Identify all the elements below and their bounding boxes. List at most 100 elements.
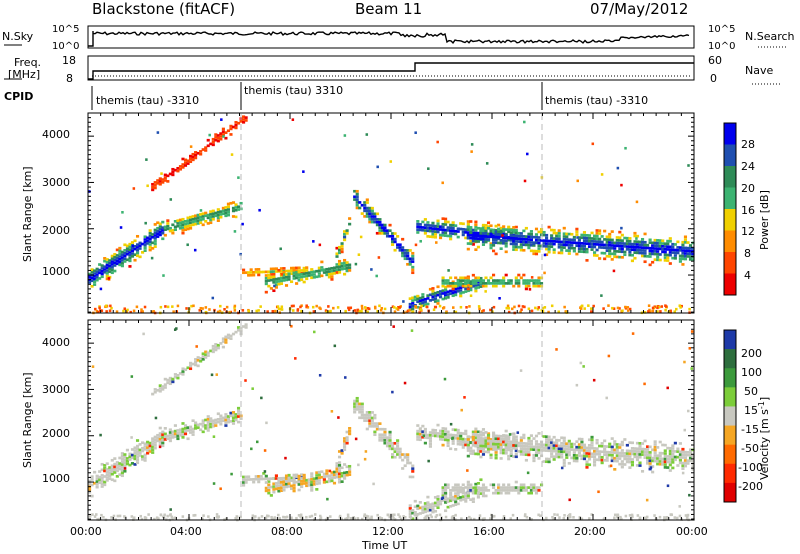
range-gate-cell (128, 251, 132, 254)
range-gate-cell (635, 458, 640, 462)
range-gate-cell (343, 448, 347, 451)
range-gate-cell (314, 513, 317, 516)
range-gate-cell (648, 246, 652, 250)
range-gate-cell (555, 231, 559, 235)
range-gate-cell (565, 442, 569, 446)
xtick-1200: 12:00 (372, 525, 404, 538)
range-gate-cell (479, 237, 483, 241)
range-gate-cell (588, 517, 591, 520)
range-gate-cell (668, 251, 672, 254)
range-gate-cell (274, 277, 278, 281)
range-gate-cell (388, 229, 392, 233)
range-gate-cell (486, 232, 491, 236)
range-gate-cell (468, 305, 471, 308)
range-gate-cell (340, 480, 344, 483)
range-gate-cell (534, 241, 539, 245)
range-gate-cell (105, 269, 109, 272)
range-gate-cell (337, 461, 342, 464)
range-gate-cell (459, 282, 463, 285)
range-gate-cell (396, 439, 400, 442)
range-gate-cell (282, 267, 286, 270)
range-gate-cell (98, 271, 102, 275)
range-gate-cell (504, 244, 508, 248)
range-gate-cell (224, 338, 228, 341)
range-gate-cell (189, 431, 193, 434)
range-gate-cell (450, 516, 454, 520)
range-gate-cell (666, 259, 670, 262)
range-gate-cell (590, 513, 593, 516)
range-gate-cell (285, 515, 289, 519)
range-gate-cell (492, 279, 496, 282)
range-gate-cell (517, 304, 521, 308)
range-gate-cell (423, 231, 427, 235)
range-gate-cell (375, 425, 379, 428)
range-gate-cell (555, 449, 559, 453)
range-gate-cell (532, 279, 536, 282)
range-gate-cell (196, 364, 200, 368)
range-gate-cell (522, 483, 526, 487)
range-gate-cell (534, 238, 539, 242)
range-gate-cell (567, 238, 571, 241)
freq-tick-bottom: 8 (66, 72, 73, 85)
range-gate-cell (196, 222, 200, 225)
range-gate-cell (141, 446, 145, 450)
range-gate-cell (161, 237, 165, 241)
range-gate-cell (216, 516, 220, 519)
range-gate-cell (688, 255, 693, 258)
range-gate-cell (471, 243, 475, 246)
range-gate-cell (242, 475, 246, 479)
colorbar-segment (724, 187, 736, 210)
range-gate-cell (471, 279, 475, 282)
range-gate-cell (623, 245, 627, 248)
range-gate-cell (666, 242, 670, 246)
range-gate-cell (441, 284, 445, 288)
range-gate-cell (115, 461, 119, 464)
range-gate-cell (100, 513, 103, 517)
range-gate-cell (456, 502, 460, 506)
velocity-panel-frame (87, 319, 695, 521)
range-gate-cell (653, 454, 657, 457)
range-gate-cell (691, 258, 695, 261)
range-gate-cell (476, 481, 480, 485)
range-gate-cell (360, 413, 364, 417)
range-gate-cell (156, 388, 160, 392)
range-gate-cell (555, 447, 559, 450)
range-gate-cell (618, 250, 622, 253)
range-gate-cell (532, 244, 536, 247)
range-gate-cell (337, 262, 342, 266)
range-gate-cell (428, 299, 432, 302)
range-gate-cell (158, 387, 162, 390)
range-gate-cell (552, 441, 556, 445)
range-gate-cell (610, 246, 614, 250)
range-gate-cell (194, 358, 198, 361)
range-gate-cell (461, 432, 465, 435)
range-gate-cell (305, 271, 309, 275)
range-gate-cell (557, 243, 561, 246)
colorbar-segment (724, 425, 736, 445)
range-gate-cell (365, 215, 369, 218)
range-gate-cell (446, 433, 450, 436)
range-gate-cell (456, 230, 460, 233)
range-gate-cell (138, 244, 142, 248)
range-gate-cell (88, 488, 92, 491)
range-gate-cell (319, 516, 323, 520)
range-gate-cell (527, 453, 531, 457)
range-gate-cell (337, 265, 342, 269)
range-gate-cell (214, 133, 218, 136)
range-gate-cell (194, 360, 198, 364)
range-gate-cell (264, 489, 268, 493)
range-gate-cell (522, 229, 526, 233)
range-gate-cell (461, 486, 465, 490)
range-gate-cell (320, 274, 324, 278)
range-gate-cell (593, 251, 597, 254)
range-gate-cell (426, 223, 430, 227)
range-gate-cell (265, 421, 268, 425)
range-gate-cell (676, 248, 680, 252)
range-gate-cell (537, 489, 541, 492)
range-gate-cell (512, 441, 516, 445)
range-gate-cell (600, 455, 604, 459)
range-gate-cell (587, 457, 592, 461)
range-gate-cell (214, 348, 218, 352)
range-gate-cell (545, 242, 549, 245)
range-gate-cell (156, 235, 160, 238)
